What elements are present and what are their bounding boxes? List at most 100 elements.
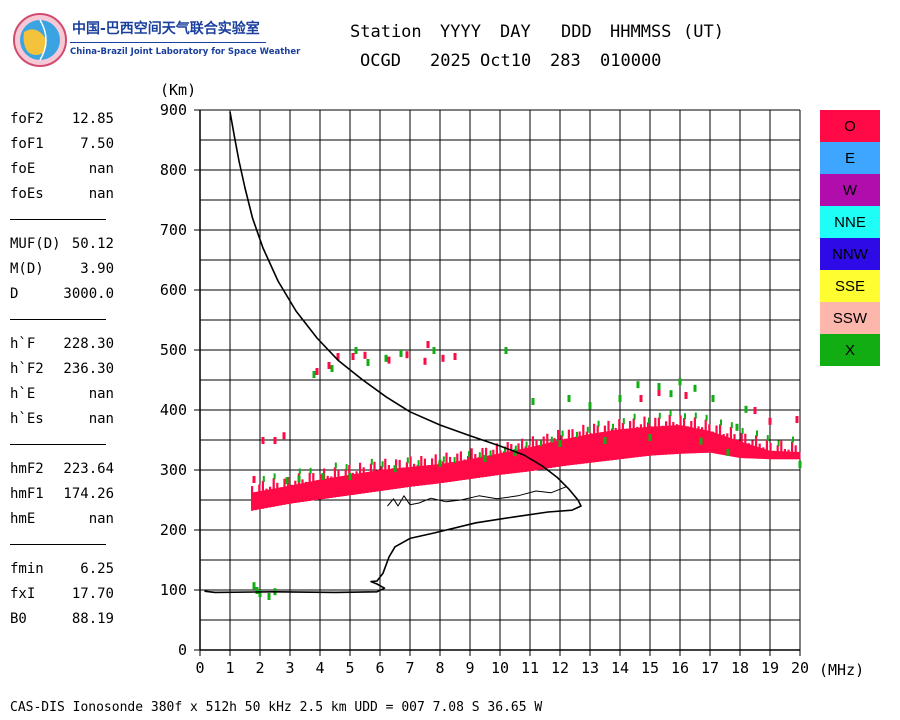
o-mode-echo bbox=[762, 447, 765, 459]
o-mode-echo bbox=[290, 484, 293, 504]
param-row-m: M(D) 3.90 bbox=[10, 257, 120, 282]
param-label: foF1 bbox=[10, 136, 44, 152]
o-mode-echo bbox=[434, 454, 437, 484]
o-mode-echo bbox=[675, 424, 678, 455]
o-mode-echo bbox=[647, 422, 650, 456]
o-mode-echo bbox=[467, 455, 470, 480]
o-mode-echo bbox=[427, 465, 430, 485]
o-mode-echo bbox=[780, 440, 783, 460]
param-row-fof2: foF2 12.85 bbox=[10, 107, 120, 132]
x-mode-echo bbox=[453, 457, 456, 464]
param-value: 174.26 bbox=[63, 486, 114, 502]
x-mode-echo bbox=[618, 395, 622, 402]
o-mode-echo bbox=[413, 463, 416, 487]
x-tick-label: 19 bbox=[761, 659, 779, 677]
param-group-misc: fmin 6.25 fxI 17.70 B0 88.19 bbox=[10, 557, 120, 632]
o-mode-echo bbox=[755, 435, 758, 459]
y-tick-label: 800 bbox=[160, 161, 187, 179]
param-row-d: D 3000.0 bbox=[10, 282, 120, 307]
o-mode-echo bbox=[362, 467, 365, 494]
true-height-profile bbox=[204, 111, 582, 594]
x-mode-echo bbox=[735, 423, 739, 431]
header-label-ddd: DDD bbox=[561, 22, 592, 42]
o-mode-echo bbox=[420, 456, 423, 486]
y-tick-label: 400 bbox=[160, 401, 187, 419]
o-mode-echo bbox=[341, 476, 344, 497]
y-tick-label: 600 bbox=[160, 281, 187, 299]
param-group-peak-heights: hmF2 223.64 hmF1 174.26 hmE nan bbox=[10, 457, 120, 532]
o-mode-echo bbox=[614, 427, 617, 460]
param-label: h`F2 bbox=[10, 361, 44, 377]
x-tick-label: 12 bbox=[551, 659, 569, 677]
param-value: nan bbox=[88, 161, 114, 177]
o-mode-echo bbox=[405, 351, 409, 359]
y-tick-label: 500 bbox=[160, 341, 187, 359]
o-mode-echo bbox=[315, 480, 318, 500]
param-value: 12.85 bbox=[71, 111, 114, 127]
x-mode-echo bbox=[694, 412, 697, 419]
o-mode-echo bbox=[596, 425, 599, 463]
o-mode-echo bbox=[625, 428, 628, 459]
param-row-fxi: fxI 17.70 bbox=[10, 582, 120, 607]
o-mode-echo bbox=[542, 436, 545, 470]
chart-marks bbox=[204, 111, 802, 600]
o-mode-echo bbox=[369, 463, 372, 493]
param-value: 223.64 bbox=[63, 461, 114, 477]
o-mode-echo bbox=[272, 478, 275, 507]
x-mode-echo bbox=[348, 473, 352, 480]
o-mode-echo bbox=[333, 467, 336, 498]
x-tick-label: 5 bbox=[345, 659, 354, 677]
x-mode-echo bbox=[622, 418, 625, 425]
o-mode-echo bbox=[261, 437, 265, 444]
o-mode-echo bbox=[517, 443, 520, 473]
legend-item-o: O bbox=[820, 110, 880, 142]
header-label-year: YYYY bbox=[440, 22, 481, 42]
o-mode-echo bbox=[485, 447, 488, 477]
o-mode-echo bbox=[798, 451, 801, 460]
o-mode-echo bbox=[312, 473, 315, 501]
x-mode-echo bbox=[354, 347, 358, 354]
y-tick-label: 0 bbox=[178, 641, 187, 659]
x-mode-echo bbox=[252, 582, 256, 590]
x-mode-echo bbox=[255, 587, 259, 594]
x-mode-echo bbox=[777, 440, 780, 447]
o-mode-echo bbox=[639, 395, 643, 402]
o-mode-echo bbox=[387, 465, 390, 490]
globe-logo-icon bbox=[13, 13, 67, 67]
x-tick-label: 13 bbox=[581, 659, 599, 677]
param-value: nan bbox=[88, 411, 114, 427]
o-mode-echo bbox=[578, 431, 581, 465]
o-mode-echo bbox=[326, 475, 329, 499]
param-label: MUF(D) bbox=[10, 236, 61, 252]
param-label: B0 bbox=[10, 611, 27, 627]
x-mode-echo bbox=[531, 398, 535, 405]
o-mode-echo bbox=[402, 467, 405, 488]
o-mode-echo bbox=[539, 444, 542, 470]
o-mode-echo bbox=[571, 429, 574, 466]
o-mode-echo bbox=[380, 466, 383, 491]
param-value: nan bbox=[88, 511, 114, 527]
o-mode-echo bbox=[740, 432, 743, 459]
o-mode-echo bbox=[405, 462, 408, 488]
x-mode-echo bbox=[273, 473, 276, 480]
param-divider bbox=[10, 307, 120, 332]
o-mode-echo bbox=[319, 474, 322, 500]
o-mode-echo bbox=[791, 441, 794, 460]
y-tick-label: 200 bbox=[160, 521, 187, 539]
o-mode-echo bbox=[549, 441, 552, 469]
y-axis-label: (Km) bbox=[160, 81, 196, 99]
param-value: 88.19 bbox=[71, 611, 114, 627]
param-row-hme: hmE nan bbox=[10, 507, 120, 532]
o-mode-echo bbox=[453, 353, 457, 360]
x-mode-echo bbox=[633, 413, 636, 420]
o-mode-echo bbox=[283, 478, 286, 505]
o-mode-echo bbox=[693, 417, 696, 454]
lab-logo: 中国-巴西空间天气联合实验室 China-Brazil Joint Labora… bbox=[12, 12, 300, 70]
header-value-hhmmss: 010000 bbox=[600, 51, 662, 71]
o-mode-echo bbox=[423, 357, 427, 365]
o-mode-echo bbox=[323, 468, 326, 499]
x-mode-echo bbox=[567, 395, 571, 402]
o-mode-echo bbox=[589, 432, 592, 463]
o-mode-echo bbox=[355, 471, 358, 495]
